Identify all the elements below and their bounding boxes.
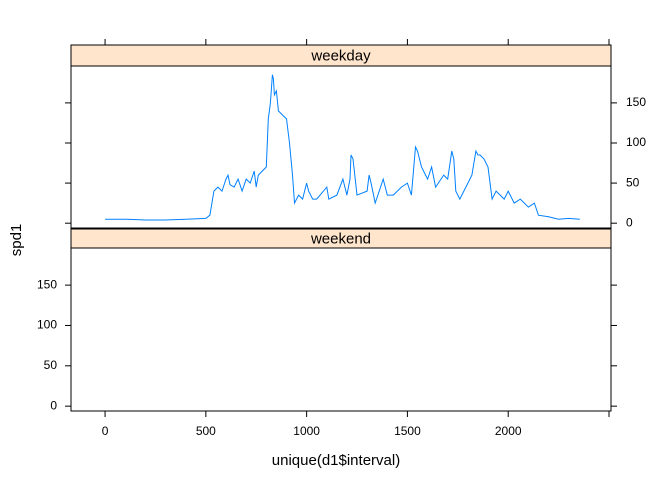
y-tick-label: 100 [626, 135, 646, 149]
y-tick-label: 0 [626, 215, 633, 229]
x-tick-label: 0 [102, 424, 109, 438]
y-tick-label: 150 [37, 277, 57, 291]
y-axis-title: spd1 [8, 224, 25, 257]
strip-label: weekday [310, 47, 371, 64]
x-tick-label: 1000 [293, 424, 320, 438]
x-axis-title: unique(d1$interval) [272, 452, 400, 469]
panel-frame [70, 65, 612, 229]
y-tick-label: 100 [37, 318, 57, 332]
x-tick-label: 1500 [394, 424, 421, 438]
x-tick-label: 2000 [495, 424, 522, 438]
panel-frame [70, 247, 612, 412]
x-tick-label: 500 [196, 424, 216, 438]
strip-label: weekend [310, 230, 371, 247]
y-tick-label: 50 [44, 358, 58, 372]
y-tick-label: 150 [626, 95, 646, 109]
y-tick-label: 0 [50, 398, 57, 412]
y-tick-label: 50 [626, 175, 640, 189]
data-line [105, 74, 580, 221]
